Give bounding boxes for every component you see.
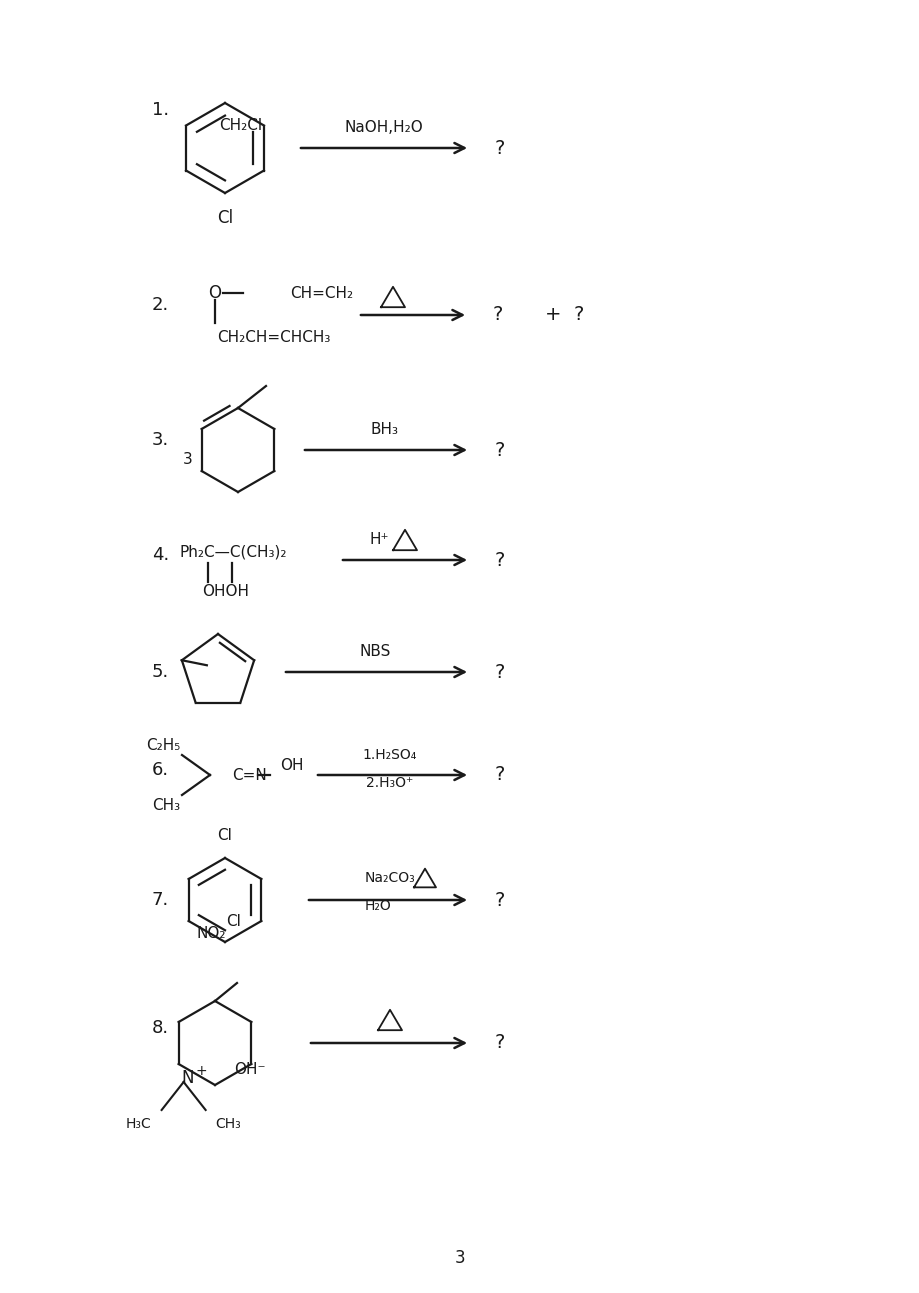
Text: 4.: 4. <box>152 546 169 564</box>
Text: NBS: NBS <box>359 644 391 659</box>
Text: CH₃: CH₃ <box>215 1117 241 1131</box>
Text: OHOH: OHOH <box>202 584 249 600</box>
Text: OH: OH <box>279 758 303 772</box>
Text: 6.: 6. <box>152 762 169 778</box>
Text: ?: ? <box>494 662 505 681</box>
Text: OH⁻: OH⁻ <box>233 1062 265 1077</box>
Text: H⁺: H⁺ <box>369 533 389 547</box>
Text: H₃C: H₃C <box>126 1117 152 1131</box>
Text: O: O <box>209 284 221 303</box>
Text: 8.: 8. <box>152 1019 169 1037</box>
Text: CH₂CH=CHCH₃: CH₂CH=CHCH₃ <box>217 331 330 345</box>
Text: 1.: 1. <box>152 101 169 119</box>
Text: Cl: Cl <box>226 913 241 928</box>
Text: Cl: Cl <box>217 209 233 228</box>
Text: CH₃: CH₃ <box>152 798 180 812</box>
Text: NO₂: NO₂ <box>197 926 226 941</box>
Text: CH₂Cl: CH₂Cl <box>219 118 262 133</box>
Text: C₂H₅: C₂H₅ <box>145 737 180 753</box>
Text: H₂O: H₂O <box>365 899 391 913</box>
Text: N: N <box>181 1069 194 1087</box>
Text: ?: ? <box>494 138 505 158</box>
Text: Cl: Cl <box>217 828 233 843</box>
Text: Na₂CO₃: Na₂CO₃ <box>365 871 415 884</box>
Text: 3.: 3. <box>152 431 169 449</box>
Text: ?: ? <box>493 305 503 325</box>
Text: Ph₂C—C(CH₃)₂: Ph₂C—C(CH₃)₂ <box>180 544 288 560</box>
Text: 2.: 2. <box>152 296 169 314</box>
Text: ?: ? <box>494 441 505 459</box>
Text: 1.H₂SO₄: 1.H₂SO₄ <box>362 747 416 762</box>
Text: 2.H₃O⁺: 2.H₃O⁺ <box>366 776 414 790</box>
Text: +: + <box>196 1064 207 1078</box>
Text: C=N: C=N <box>232 768 267 782</box>
Text: ?: ? <box>494 1033 505 1053</box>
Text: NaOH,H₂O: NaOH,H₂O <box>345 120 423 136</box>
Text: ?: ? <box>494 765 505 785</box>
Text: 5.: 5. <box>152 663 169 681</box>
Text: ?: ? <box>494 551 505 569</box>
Text: +  ?: + ? <box>544 305 584 325</box>
Text: 3: 3 <box>454 1249 465 1267</box>
Text: CH=CH₂: CH=CH₂ <box>289 286 353 300</box>
Text: BH₃: BH₃ <box>370 423 399 437</box>
Text: 3: 3 <box>183 453 193 468</box>
Text: 7.: 7. <box>152 891 169 909</box>
Text: ?: ? <box>494 891 505 909</box>
